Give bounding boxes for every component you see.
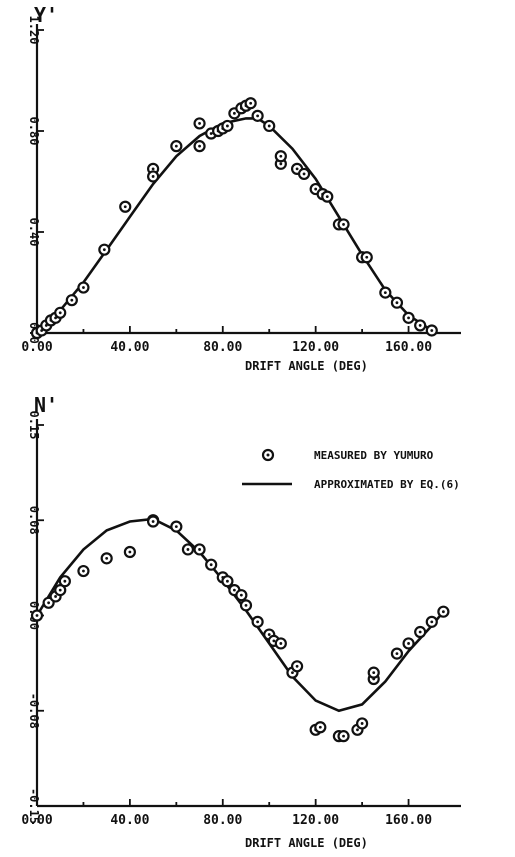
data-point-center bbox=[291, 671, 294, 675]
data-point-center bbox=[63, 579, 67, 583]
legend: MEASURED BY YUMURO APPROXIMATED BY EQ.(6… bbox=[242, 448, 460, 491]
data-point-center bbox=[430, 329, 434, 332]
x-tick-label: 0.00 bbox=[21, 813, 52, 828]
approximation-curve bbox=[35, 517, 445, 713]
data-point-center bbox=[395, 301, 399, 305]
data-point-center bbox=[318, 725, 322, 729]
x-tick-label: 40.00 bbox=[110, 340, 149, 355]
data-point-center bbox=[35, 614, 39, 617]
data-point-center bbox=[209, 563, 213, 567]
data-point-center bbox=[239, 593, 243, 597]
legend-label-measured: MEASURED BY YUMURO bbox=[314, 449, 434, 462]
y-axis-label: Y' bbox=[34, 3, 58, 27]
data-point-center bbox=[198, 548, 201, 551]
y-axis-label: N' bbox=[34, 393, 58, 417]
data-point-center bbox=[295, 664, 299, 668]
data-point-center bbox=[151, 175, 155, 178]
data-point-center bbox=[54, 595, 57, 598]
data-point-center bbox=[302, 172, 306, 176]
chart-n-prime: N' DRIFT ANGLE (DEG) MEASURED BY YUMURO … bbox=[21, 393, 461, 850]
chart-y-prime: Y' DRIFT ANGLE (DEG) 0.00 40.00 80.00 120.0… bbox=[21, 3, 461, 373]
y-tick-label: 0.80 bbox=[27, 117, 41, 146]
data-point-center bbox=[151, 167, 155, 171]
data-point-center bbox=[430, 620, 434, 624]
x-tick-label: 80.00 bbox=[203, 340, 242, 355]
legend-item-approximated: APPROXIMATED BY EQ.(6) bbox=[242, 478, 460, 491]
data-point-center bbox=[418, 630, 422, 634]
y-tick-label: -0.08 bbox=[27, 693, 41, 729]
data-point-center bbox=[365, 255, 369, 259]
data-point-center bbox=[267, 633, 271, 636]
data-point-center bbox=[279, 642, 283, 645]
legend-label-approximated: APPROXIMATED BY EQ.(6) bbox=[314, 478, 460, 491]
x-axis-label: DRIFT ANGLE (DEG) bbox=[245, 836, 368, 850]
y-tick-label: 0.08 bbox=[27, 506, 41, 535]
data-point-center bbox=[82, 569, 85, 573]
x-tick-label: 120.00 bbox=[292, 813, 339, 828]
x-tick-label: 160.00 bbox=[385, 813, 432, 828]
data-point-center bbox=[151, 520, 155, 523]
data-point-center bbox=[267, 124, 271, 128]
data-point-center bbox=[70, 298, 74, 302]
data-point-center bbox=[256, 620, 260, 624]
data-point-center bbox=[186, 548, 190, 551]
data-point-center bbox=[226, 579, 229, 583]
data-point-center bbox=[102, 248, 106, 252]
data-point-center bbox=[232, 111, 236, 115]
legend-marker-dot bbox=[266, 453, 270, 457]
data-point-center bbox=[128, 550, 132, 554]
approximation-curve bbox=[36, 117, 438, 335]
x-tick-label: 160.00 bbox=[385, 340, 432, 355]
data-point-center bbox=[82, 286, 85, 289]
data-point-center bbox=[249, 101, 253, 105]
data-point-center bbox=[407, 642, 410, 645]
data-point-center bbox=[383, 291, 387, 294]
data-point-center bbox=[58, 311, 62, 315]
x-tick-label: 0.00 bbox=[21, 340, 52, 355]
data-point-center bbox=[226, 124, 229, 128]
data-point-center bbox=[295, 167, 299, 171]
data-point-center bbox=[279, 162, 283, 166]
data-point-center bbox=[123, 205, 127, 209]
y-tick-label: 1.20 bbox=[27, 16, 41, 45]
data-point-center bbox=[342, 223, 345, 226]
data-point-center bbox=[407, 316, 410, 320]
data-point-center bbox=[279, 154, 283, 158]
y-tick-label: 0.40 bbox=[27, 218, 41, 247]
y-tick-label: 0.15 bbox=[27, 411, 41, 440]
data-point-center bbox=[314, 187, 318, 191]
data-point-center bbox=[174, 144, 178, 148]
data-point-center bbox=[198, 122, 201, 125]
data-point-center bbox=[209, 132, 213, 135]
data-point-center bbox=[418, 324, 422, 327]
data-point-center bbox=[441, 610, 445, 614]
data-point-center bbox=[58, 588, 62, 592]
x-tick-label: 80.00 bbox=[203, 813, 242, 828]
x-axis-label: DRIFT ANGLE (DEG) bbox=[245, 359, 368, 373]
legend-item-measured: MEASURED BY YUMURO bbox=[261, 448, 434, 462]
data-point-center bbox=[198, 144, 201, 148]
data-point-center bbox=[272, 639, 276, 643]
data-point-center bbox=[105, 556, 109, 560]
data-point-center bbox=[232, 588, 236, 592]
data-point-center bbox=[47, 601, 51, 605]
x-tick-label: 40.00 bbox=[110, 813, 149, 828]
data-point-center bbox=[342, 734, 345, 738]
x-tick-label: 120.00 bbox=[292, 340, 339, 355]
data-point-center bbox=[360, 722, 364, 725]
y-tick-label: -0.15 bbox=[27, 788, 41, 824]
data-point-center bbox=[356, 728, 359, 732]
data-point-center bbox=[372, 671, 376, 675]
data-point-center bbox=[325, 195, 329, 199]
data-point-center bbox=[256, 114, 260, 118]
data-point-center bbox=[174, 525, 178, 528]
data-point-center bbox=[244, 603, 248, 607]
data-point-center bbox=[395, 652, 399, 655]
